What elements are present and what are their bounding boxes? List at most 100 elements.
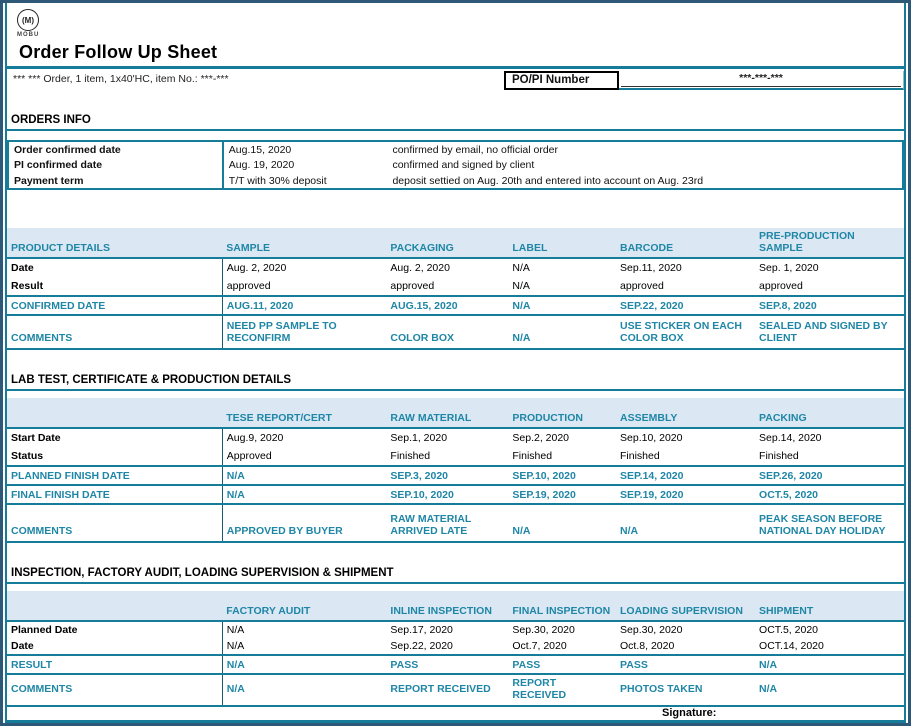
cell: REPORT RECEIVED <box>386 674 509 707</box>
cell: RAW MATERIAL ARRIVED LATE <box>386 504 509 543</box>
cell: Sep.14, 2020 <box>759 432 822 444</box>
lab-production-title: LAB TEST, CERTIFICATE & PRODUCTION DETAI… <box>7 372 904 391</box>
orders-info-title: ORDERS INFO <box>7 112 904 131</box>
column-header-assembly: ASSEMBLY <box>616 398 756 429</box>
cell: approved <box>222 277 387 297</box>
column-header-sample: SAMPLE <box>222 228 387 259</box>
column-header-packaging: PACKAGING <box>386 228 509 259</box>
table-row-date: Date N/A Sep.22, 2020 Oct.7, 2020 Oct.8, 202… <box>7 638 904 656</box>
po-pi-number-group: PO/PI Number ***-***-*** <box>504 71 904 90</box>
cell: SEALED AND SIGNED BY CLIENT <box>755 315 904 350</box>
inspection-shipment-table: FACTORY AUDIT INLINE INSPECTION FINAL INSP… <box>7 591 904 707</box>
logo-text: MOBU <box>17 32 40 38</box>
cell: Sep.30, 2020 <box>512 624 575 636</box>
cell: Sep. 1, 2020 <box>759 262 819 274</box>
row-label-planned-date: Planned Date <box>7 621 223 638</box>
orders-info-table: Order confirmed date Aug.15, 2020 confirme… <box>7 140 904 190</box>
cell: SEP.14, 2020 <box>616 466 756 486</box>
sheet-header: (M) MOBU Order Follow Up Sheet <box>7 3 904 66</box>
po-pi-number-label: PO/PI Number <box>504 71 619 90</box>
column-header-production: PRODUCTION <box>508 398 617 429</box>
table-row-comments: COMMENTS APPROVED BY BUYER RAW MATERIAL AR… <box>7 504 904 543</box>
cell: SEP.10, 2020 <box>508 466 617 486</box>
cell: SEP.3, 2020 <box>386 466 509 486</box>
cell: N/A <box>226 624 245 636</box>
cell: SEP.22, 2020 <box>616 296 756 316</box>
order-summary-row: *** *** Order, 1 item, 1x40'HC, item No.… <box>7 69 904 90</box>
table-row-start-date: Start Date Aug.9, 2020 Sep.1, 2020 Sep.2, 2… <box>7 428 904 447</box>
cell: N/A <box>755 674 904 707</box>
cell: N/A <box>222 485 387 505</box>
table-row-final-finish-date: FINAL FINISH DATE N/A SEP.10, 2020 SEP.19, … <box>7 485 904 505</box>
table-row-planned-finish-date: PLANNED FINISH DATE N/A SEP.3, 2020 SEP.10,… <box>7 466 904 486</box>
inspection-shipment-title: INSPECTION, FACTORY AUDIT, LOADING SUPER… <box>7 565 904 584</box>
column-header-packing: PACKING <box>755 398 904 429</box>
column-header-factory-audit: FACTORY AUDIT <box>222 591 387 622</box>
cell: Oct.8, 2020 <box>616 638 756 656</box>
table-row-confirmed-date: CONFIRMED DATE AUG.11, 2020 AUG.15, 2020 N/… <box>7 296 904 316</box>
cell: Sep.11, 2020 <box>620 262 682 274</box>
row-label-pi-confirmed-date: PI confirmed date <box>8 157 224 173</box>
row-label-status: Status <box>7 447 223 467</box>
sheet-content: (M) MOBU Order Follow Up Sheet *** *** O… <box>5 3 906 723</box>
cell: approved <box>755 277 904 297</box>
signature-label: Signature: <box>662 707 717 719</box>
cell: OCT.5, 2020 <box>759 624 818 636</box>
row-label-start-date: Start Date <box>7 428 223 447</box>
column-header-pre-production-sample: PRE-PRODUCTION SAMPLE <box>755 228 904 259</box>
table-row-result: RESULT N/A PASS PASS PASS N/A <box>7 655 904 675</box>
cell: PASS <box>508 655 617 675</box>
cell: APPROVED BY BUYER <box>222 504 387 543</box>
row-label-comments: COMMENTS <box>7 504 223 543</box>
info-value: T/T with 30% deposit <box>228 174 327 187</box>
cell: N/A <box>616 504 756 543</box>
cell: PASS <box>616 655 756 675</box>
cell: Finished <box>616 447 756 467</box>
info-comment: confirmed by email, no official order <box>392 143 559 156</box>
row-label-order-confirmed-date: Order confirmed date <box>8 141 224 157</box>
cell: N/A <box>222 466 387 486</box>
sheet-footer: Signature: <box>7 707 904 722</box>
column-header-final-inspection: FINAL INSPECTION <box>508 591 617 622</box>
lab-production-section: LAB TEST, CERTIFICATE & PRODUCTION DETAI… <box>7 372 904 543</box>
info-row-pi-confirmed-date: PI confirmed date Aug. 19, 2020 confirmed … <box>8 157 903 173</box>
cell: AUG.15, 2020 <box>386 296 509 316</box>
table-row-date: Date Aug. 2, 2020 Aug. 2, 2020 N/A Sep.11, 2… <box>7 258 904 277</box>
company-logo-icon: (M) <box>17 9 39 31</box>
row-label-final-finish-date: FINAL FINISH DATE <box>7 485 223 505</box>
orders-info-section: ORDERS INFO Order confirmed date Aug.15, … <box>7 112 904 190</box>
product-details-table: PRODUCT DETAILS SAMPLE PACKAGING LABEL BARCO… <box>7 228 904 350</box>
cell: OCT.5, 2020 <box>755 485 904 505</box>
cell: PASS <box>386 655 509 675</box>
cell: N/A <box>508 296 617 316</box>
column-header-product-details: PRODUCT DETAILS <box>7 228 223 259</box>
cell: Oct.7, 2020 <box>508 638 617 656</box>
cell: SEP.19, 2020 <box>616 485 756 505</box>
product-details-section: PRODUCT DETAILS SAMPLE PACKAGING LABEL BARCO… <box>7 228 904 350</box>
cell: approved <box>616 277 756 297</box>
cell: N/A <box>508 277 617 297</box>
cell: N/A <box>508 504 617 543</box>
column-header-blank <box>7 398 223 429</box>
cell: Aug. 2, 2020 <box>390 262 450 274</box>
cell: Sep.30, 2020 <box>620 624 683 636</box>
cell: approved <box>386 277 509 297</box>
table-row-comments: COMMENTS NEED PP SAMPLE TO RECONFIRM COLOR… <box>7 315 904 350</box>
cell: N/A <box>222 674 387 707</box>
info-value: Aug.15, 2020 <box>228 143 292 156</box>
cell: USE STICKER ON EACH COLOR BOX <box>616 315 756 350</box>
cell: N/A <box>512 262 530 274</box>
table-row-status: Status Approved Finished Finished Finished Fi… <box>7 447 904 467</box>
title-divider <box>7 66 904 69</box>
cell: N/A <box>755 655 904 675</box>
table-row-planned-date: Planned Date N/A Sep.17, 2020 Sep.30, 2020 S… <box>7 621 904 638</box>
row-label-comments: COMMENTS <box>7 315 223 350</box>
column-header-loading-supervision: LOADING SUPERVISION <box>616 591 756 622</box>
cell: Sep.17, 2020 <box>390 624 453 636</box>
orders-info-table: Order confirmed date Aug.15, 2020 confirme… <box>7 140 904 190</box>
column-header-label: LABEL <box>508 228 617 259</box>
info-comment: confirmed and signed by client <box>392 159 535 171</box>
info-row-order-confirmed-date: Order confirmed date Aug.15, 2020 confirme… <box>8 141 903 157</box>
product-details-table: PRODUCT DETAILS SAMPLE PACKAGING LABEL BARCO… <box>7 228 904 350</box>
cell: Finished <box>755 447 904 467</box>
